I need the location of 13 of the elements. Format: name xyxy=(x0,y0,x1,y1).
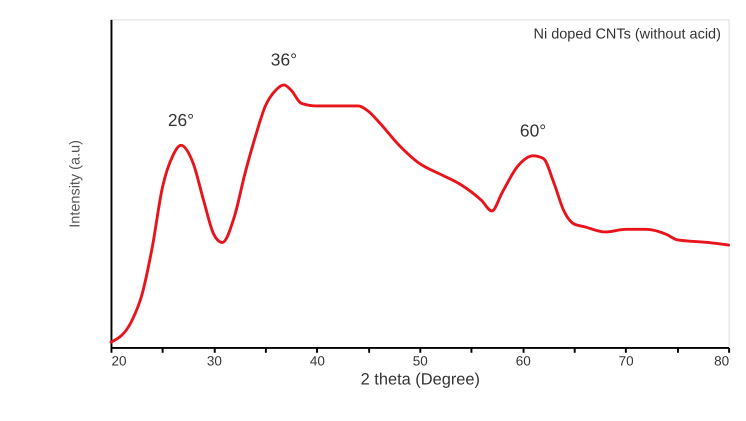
x-tick-label: 20 xyxy=(111,353,126,368)
x-tick-label: 50 xyxy=(412,353,428,368)
x-tick-label: 80 xyxy=(714,353,730,368)
y-axis-title: Intensity (a.u) xyxy=(68,140,84,228)
x-tick-label: 60 xyxy=(516,353,531,368)
annotation: 60° xyxy=(520,120,546,141)
text: Ni doped CNTs (without acid) xyxy=(534,26,721,43)
x-axis-title: 2 theta (Degree) xyxy=(360,370,480,389)
annotation: 36° xyxy=(270,50,298,70)
x-tick-label: 30 xyxy=(206,353,222,368)
x-tick-label: 70 xyxy=(618,353,634,368)
x-tick-label: 40 xyxy=(310,353,325,368)
annotation: 26° xyxy=(168,110,194,130)
